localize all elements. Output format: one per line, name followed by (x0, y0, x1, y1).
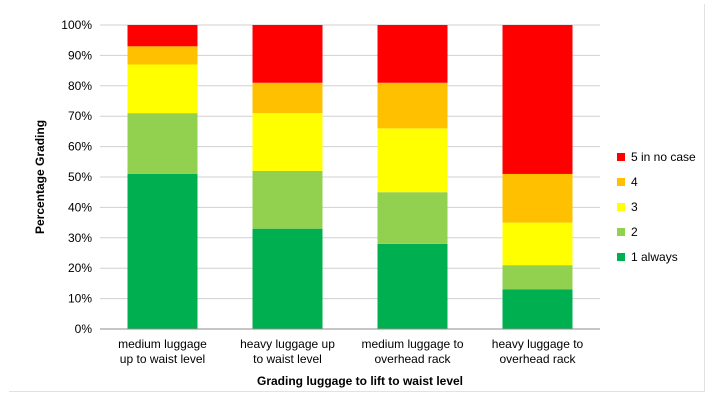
bar-segment (377, 82, 448, 129)
chart-frame (9, 4, 705, 392)
y-tick-label: 40% (68, 200, 92, 214)
y-axis-title: Percentage Grading (33, 120, 47, 234)
legend-swatch (617, 153, 625, 161)
bar-segment (377, 128, 448, 193)
bar-segment (127, 46, 198, 65)
bar-segment (502, 289, 573, 329)
y-tick-label: 30% (68, 231, 92, 245)
x-category-label: medium luggage (118, 337, 207, 351)
bar-segment (377, 25, 448, 83)
y-tick-label: 80% (68, 79, 92, 93)
legend: 5 in no case 4 3 2 1 always (617, 150, 696, 264)
bar-segment (252, 228, 323, 329)
y-tick-label: 60% (68, 140, 92, 154)
bar-segment (502, 25, 573, 174)
x-category-label: overhead rack (374, 352, 451, 366)
legend-label: 5 in no case (631, 150, 696, 164)
y-tick-label: 0% (75, 322, 93, 336)
bar-segment (127, 64, 198, 114)
bar-segment (377, 243, 448, 329)
bar-segment (252, 82, 323, 114)
bar-segment (127, 25, 198, 47)
legend-label: 3 (631, 200, 638, 214)
legend-swatch (617, 178, 625, 186)
x-category-label: up to waist level (120, 352, 205, 366)
y-tick-label: 70% (68, 109, 92, 123)
bar-segment (252, 170, 323, 229)
bars (127, 25, 573, 329)
bar-segment (252, 113, 323, 171)
y-tick-label: 50% (68, 170, 92, 184)
legend-swatch (617, 203, 625, 211)
x-category-label: overhead rack (499, 352, 576, 366)
y-axis-ticks: 0% 10% 20% 30% 40% 50% 60% 70% 80% 90% 100% (61, 18, 92, 336)
legend-label: 4 (631, 175, 638, 189)
y-tick-label: 100% (61, 18, 92, 32)
bar-segment (377, 192, 448, 244)
legend-swatch (617, 253, 625, 261)
y-tick-label: 10% (68, 292, 92, 306)
bar-segment (127, 173, 198, 329)
bar-segment (502, 265, 573, 290)
bar-segment (127, 113, 198, 174)
bar-segment (502, 173, 573, 223)
x-axis-title: Grading luggage to lift to waist level (257, 374, 463, 388)
x-category-label: to waist level (253, 352, 322, 366)
bar-segment (502, 222, 573, 266)
y-tick-label: 90% (68, 48, 92, 62)
y-tick-label: 20% (68, 261, 92, 275)
legend-swatch (617, 228, 625, 236)
x-category-label: medium luggage to (361, 337, 463, 351)
x-category-label: heavy luggage up (240, 337, 335, 351)
bar-segment (252, 25, 323, 83)
legend-label: 2 (631, 225, 638, 239)
legend-label: 1 always (631, 250, 678, 264)
x-category-label: heavy luggage to (492, 337, 584, 351)
